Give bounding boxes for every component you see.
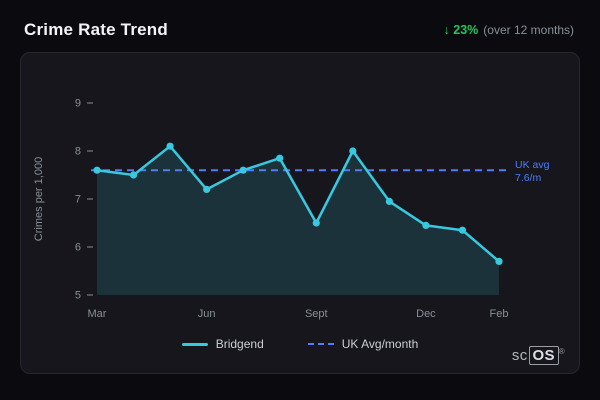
svg-text:Mar: Mar bbox=[88, 308, 107, 320]
logo-reg: ® bbox=[558, 346, 565, 356]
svg-text:Feb: Feb bbox=[490, 308, 509, 320]
svg-text:9: 9 bbox=[75, 98, 81, 110]
svg-text:7: 7 bbox=[75, 194, 81, 206]
legend-item-bridgend: Bridgend bbox=[181, 337, 264, 351]
svg-text:7.6/m: 7.6/m bbox=[515, 172, 542, 184]
svg-text:5: 5 bbox=[75, 290, 81, 302]
legend-label-bridgend: Bridgend bbox=[215, 337, 264, 351]
uk-avg-line-swatch bbox=[307, 343, 334, 345]
chart-card: Crimes per 1,000 UK avg 7.6/m 5 6 7 8 9 Mar Jun S… bbox=[20, 52, 580, 374]
trend-note: (over 12 months) bbox=[483, 23, 574, 37]
y-axis-label: Crimes per 1,000 bbox=[33, 156, 45, 242]
legend-label-uk-avg: UK Avg/month bbox=[341, 337, 419, 351]
svg-text:Sept: Sept bbox=[305, 308, 328, 320]
svg-text:Jun: Jun bbox=[198, 308, 216, 320]
svg-text:UK avg: UK avg bbox=[515, 159, 550, 171]
trend-delta: ↓ 23% bbox=[443, 23, 479, 37]
scos-logo: sc OS ® bbox=[511, 345, 565, 365]
logo-prefix: sc bbox=[511, 346, 528, 364]
trend-stat: ↓ 23% (over 12 months) bbox=[444, 23, 574, 37]
svg-text:6: 6 bbox=[75, 242, 81, 254]
chart-legend: Bridgend UK Avg/month bbox=[21, 337, 579, 351]
logo-box: OS bbox=[528, 345, 559, 365]
svg-text:Dec: Dec bbox=[416, 308, 436, 320]
svg-text:8: 8 bbox=[75, 146, 81, 158]
bridgend-line-swatch bbox=[181, 342, 208, 346]
page-title: Crime Rate Trend bbox=[24, 20, 168, 39]
legend-item-uk-avg: UK Avg/month bbox=[307, 337, 419, 351]
header: Crime Rate Trend ↓ 23% (over 12 months) bbox=[0, 0, 600, 52]
